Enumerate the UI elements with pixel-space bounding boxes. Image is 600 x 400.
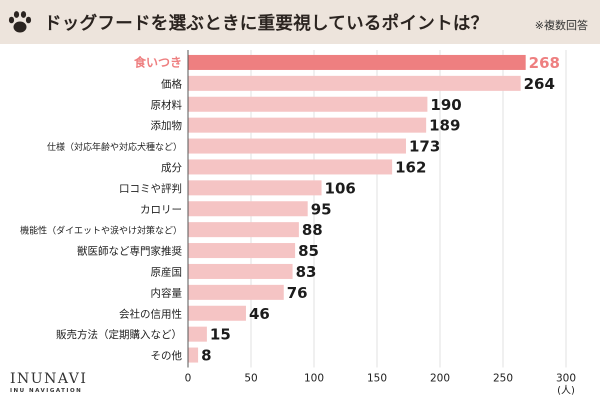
value-label: 189 — [429, 117, 460, 135]
value-label: 106 — [325, 179, 356, 197]
x-tick-label: 150 — [367, 373, 387, 385]
category-label: 価格 — [161, 77, 182, 90]
x-tick-label: 100 — [304, 373, 324, 385]
chart-title: ドッグフードを選ぶときに重要視しているポイントは？ — [44, 14, 489, 34]
category-label: カロリー — [140, 204, 182, 216]
category-label: 獣医師など専門家推奨 — [77, 245, 182, 258]
category-label: 仕様（対応年齢や対応犬種など） — [47, 141, 182, 153]
category-label: 成分 — [161, 162, 182, 174]
value-label: 268 — [529, 54, 560, 72]
bar — [188, 159, 393, 175]
value-label: 95 — [311, 200, 332, 218]
bar — [188, 180, 322, 196]
x-tick-label: 0 — [185, 373, 192, 385]
value-label: 88 — [302, 221, 323, 239]
x-tick-label: 300 — [556, 373, 576, 385]
category-label: 販売方法（定期購入など） — [56, 328, 182, 341]
brand-name: INUNAVI — [10, 371, 88, 387]
value-label: 264 — [524, 75, 555, 93]
bar — [188, 263, 293, 279]
value-label: 15 — [210, 326, 231, 344]
value-label: 8 — [201, 347, 211, 365]
category-label: 機能性（ダイエットや涙やけ対策など） — [20, 225, 182, 237]
bar — [188, 243, 296, 259]
category-label: 添加物 — [151, 119, 183, 132]
bar — [188, 138, 406, 154]
category-label: 口コミや評判 — [119, 182, 182, 195]
bar — [188, 96, 428, 112]
value-label: 46 — [249, 305, 270, 323]
x-tick-label: 50 — [244, 373, 257, 385]
brand-subtitle: INU NAVIGATION — [10, 388, 83, 394]
bar — [188, 284, 284, 300]
value-label: 162 — [395, 158, 426, 176]
category-label: 原産国 — [151, 265, 183, 278]
x-tick-label: 200 — [430, 373, 450, 385]
category-label: その他 — [151, 349, 183, 362]
bar — [188, 117, 427, 133]
bar — [188, 326, 207, 342]
category-label: 原材料 — [151, 98, 183, 111]
multiple-answer-note: ※複数回答 — [534, 19, 588, 32]
category-label: 会社の信用性 — [119, 307, 182, 320]
category-label: 内容量 — [151, 286, 183, 299]
bar-chart: 食いつき 268 価格 264 原材料 190 添加物 189 仕様（対応年齢や対応犬種など） 1… — [20, 50, 576, 397]
bar — [188, 347, 199, 363]
category-label: 食いつき — [133, 54, 182, 69]
bar — [188, 75, 521, 91]
brand-logo: INUNAVI INU NAVIGATION — [10, 371, 87, 395]
value-label: 76 — [287, 284, 308, 302]
bar — [188, 201, 308, 217]
value-label: 190 — [430, 96, 461, 114]
bar — [188, 222, 299, 238]
header-bar: ドッグフードを選ぶときに重要視しているポイントは？ ※複数回答 — [0, 0, 600, 44]
bar — [188, 305, 246, 321]
x-tick-label: 250 — [493, 373, 513, 385]
value-label: 83 — [296, 263, 317, 281]
value-label: 85 — [298, 242, 319, 260]
value-label: 173 — [409, 138, 440, 156]
unit-label: (人) — [557, 385, 575, 397]
paw-icon — [8, 11, 32, 33]
bar — [188, 54, 526, 70]
